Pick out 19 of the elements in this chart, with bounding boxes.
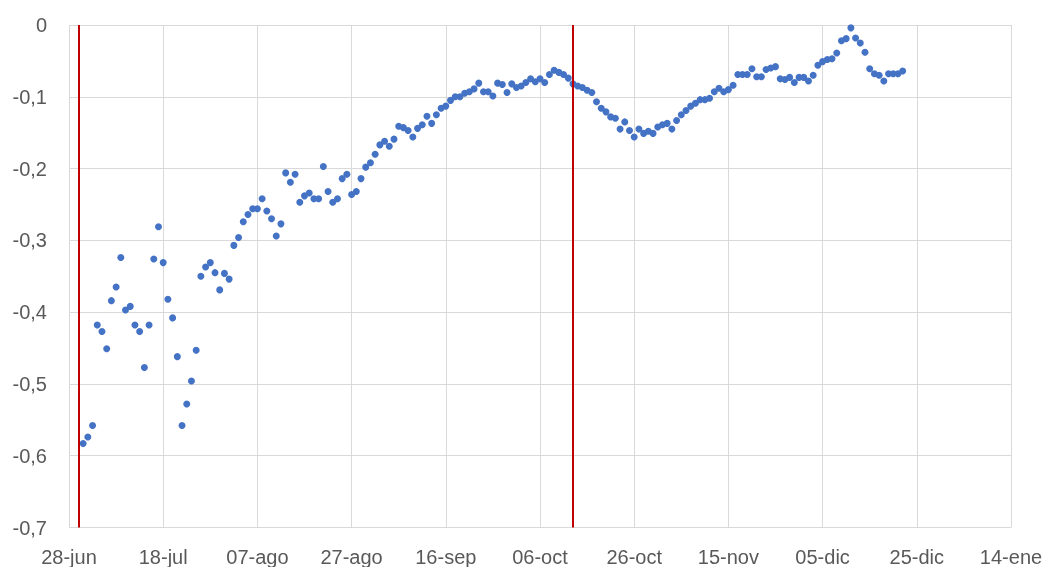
x-tick-label: 26-oct (606, 545, 663, 567)
y-tick-label: -0,4 (12, 301, 47, 324)
y-tick-label: -0,6 (12, 444, 47, 467)
x-tick-label: 25-dic (889, 545, 945, 567)
x-tick-label: 27-ago (320, 545, 383, 567)
y-tick-label: -0,3 (12, 229, 47, 252)
y-tick-label: 0 (35, 14, 47, 36)
y-tick-label: -0,5 (12, 372, 47, 395)
x-tick-label: 06-oct (512, 545, 569, 567)
x-tick-label: 15-nov (697, 545, 759, 567)
x-tick-label: 05-dic (795, 545, 850, 567)
y-tick-label: -0,2 (12, 157, 47, 180)
x-tick-label: 18-jul (138, 545, 188, 567)
x-tick-label: 28-jun (41, 545, 97, 567)
y-tick-label: -0,7 (12, 516, 47, 539)
x-tick-label: 07-ago (226, 545, 289, 567)
x-tick-label: 14-ene (979, 545, 1043, 567)
x-tick-label: 16-sep (415, 545, 477, 567)
y-tick-label: -0,1 (12, 85, 47, 108)
